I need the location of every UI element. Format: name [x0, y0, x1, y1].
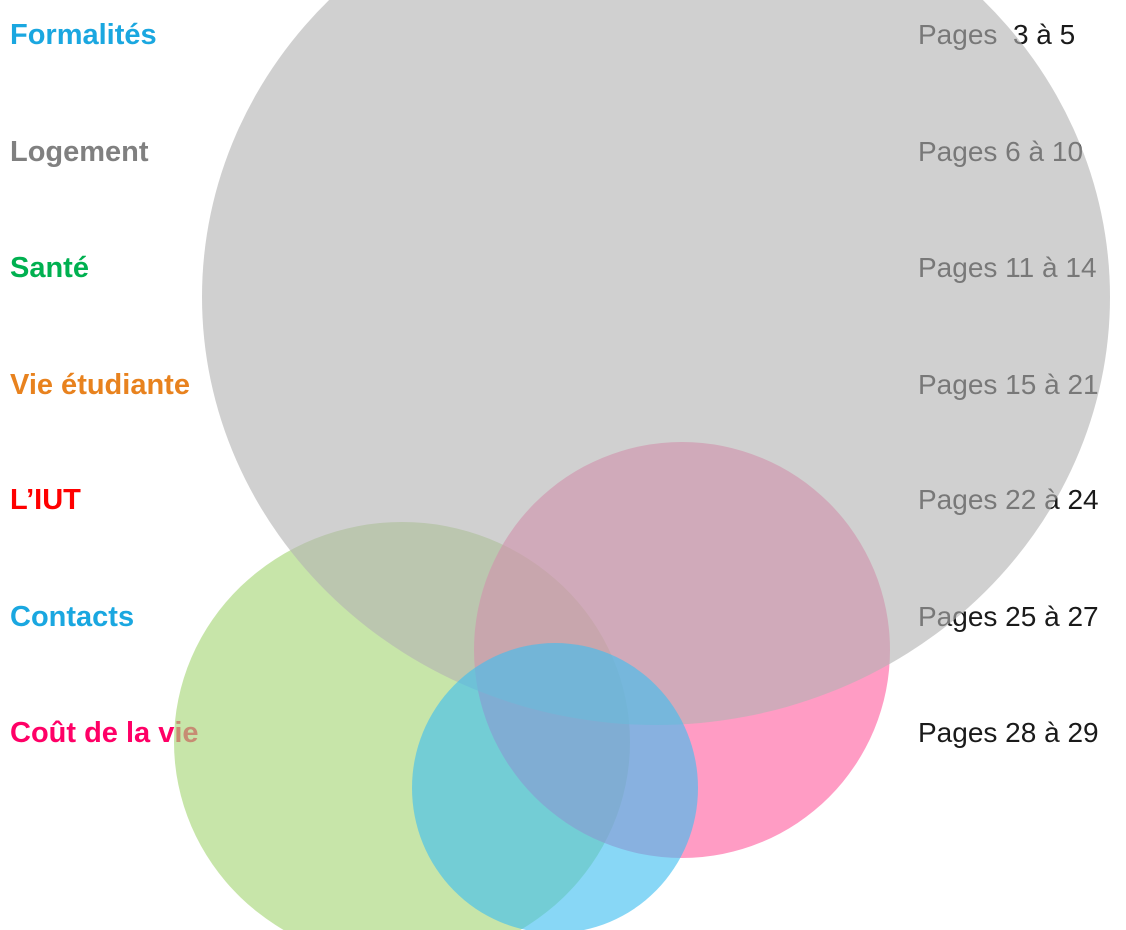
page-range: Pages 15 à 21: [918, 369, 1099, 400]
section-title: Contacts: [10, 601, 135, 633]
section-title: Formalités: [10, 19, 157, 51]
toc-entry: Logement Pages 6 à 10: [0, 132, 1126, 172]
toc-entry: Vie étudiante Pages 15 à 21: [0, 365, 1126, 405]
toc-entry: Formalités Pages 3 à 5: [0, 15, 1126, 55]
toc-entry: L’IUT Pages 22 à 24: [0, 480, 1126, 520]
toc-entry: Coût de la vie Pages 28 à 29: [0, 713, 1126, 753]
page-range: Pages 11 à 14: [918, 252, 1097, 283]
toc-entry: Contacts Pages 25 à 27: [0, 597, 1126, 637]
section-title: Santé: [10, 252, 89, 284]
page-range: Pages 22 à 24: [918, 484, 1099, 515]
page-range: Pages 6 à 10: [918, 136, 1084, 167]
page-range: Pages 25 à 27: [918, 601, 1099, 632]
section-title: Vie étudiante: [10, 369, 190, 401]
section-title: L’IUT: [10, 484, 81, 516]
page-range: Pages 28 à 29: [918, 717, 1099, 748]
toc-entry: Santé Pages 11 à 14: [0, 248, 1126, 288]
section-title: Coût de la vie: [10, 717, 199, 749]
blue-circle: [412, 643, 698, 930]
page-range: Pages 3 à 5: [918, 19, 1076, 50]
section-title: Logement: [10, 136, 149, 168]
